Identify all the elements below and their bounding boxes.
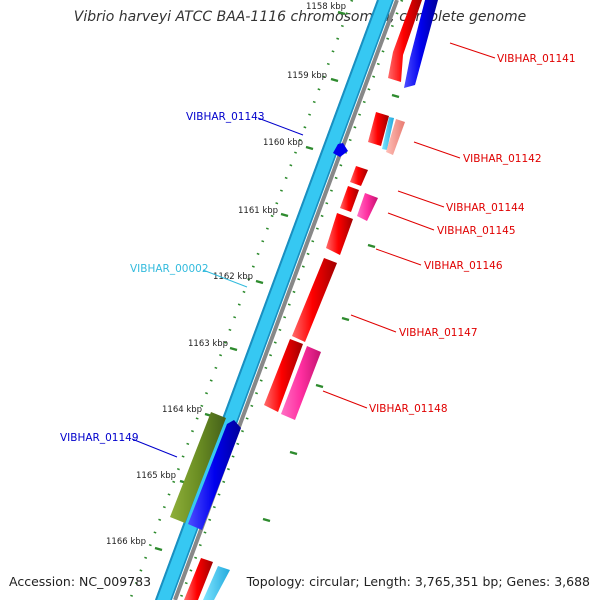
- leader-line: [350, 314, 397, 333]
- gene-labels: VIBHAR_01141 VIBHAR_01143 VIBHAR_01142 V…: [60, 53, 576, 444]
- outer-tick-ring: [178, 0, 404, 600]
- leader-line: [397, 190, 445, 208]
- gene-cyan: [203, 566, 230, 600]
- gene-blue: [333, 143, 348, 157]
- kbp-label: 1158 kbp: [306, 2, 346, 12]
- minor-tick: [391, 93, 400, 99]
- kbp-tick: [255, 279, 264, 285]
- gene-blue: [188, 420, 241, 530]
- kbp-label: 1164 kbp: [162, 405, 202, 415]
- gene-label: VIBHAR_01144: [446, 202, 525, 214]
- leader-line: [413, 141, 461, 159]
- kbp-label: 1163 kbp: [188, 339, 228, 349]
- leader-line: [131, 438, 178, 458]
- minor-tick: [367, 243, 376, 249]
- leader-line: [202, 269, 248, 288]
- gene-label: VIBHAR_01149: [60, 432, 139, 444]
- gene-red: [326, 213, 353, 255]
- gene-red: [388, 0, 422, 82]
- gene-red: [292, 258, 337, 342]
- gene-label: VIBHAR_01145: [437, 225, 516, 237]
- leader-line: [322, 390, 368, 409]
- gene-red: [340, 186, 359, 212]
- leader-line: [387, 212, 435, 231]
- kbp-label: 1161 kbp: [238, 206, 278, 216]
- genome-summary: Topology: circular; Length: 3,765,351 bp…: [246, 574, 590, 589]
- kbp-tick: [330, 77, 339, 83]
- gene-red: [184, 558, 213, 600]
- gene-pink: [357, 193, 378, 221]
- kbp-label: 1165 kbp: [136, 471, 176, 481]
- leader-line: [449, 42, 496, 59]
- minor-tick: [341, 316, 350, 322]
- gene-label: VIBHAR_01143: [186, 111, 265, 123]
- kbp-tick: [229, 346, 238, 352]
- leader-line: [375, 248, 422, 266]
- kbp-tick: [154, 546, 163, 552]
- gene-red: [264, 339, 303, 412]
- gene-salmon: [386, 119, 405, 155]
- kbp-tick: [305, 145, 314, 151]
- leader-line: [257, 117, 304, 136]
- backbone-ring: [155, 0, 394, 600]
- minor-tick: [262, 517, 271, 523]
- kbp-tick: [337, 10, 346, 16]
- kbp-label: 1166 kbp: [106, 537, 146, 547]
- gene-label: VIBHAR_01148: [369, 403, 448, 415]
- label-leaders: [131, 42, 496, 458]
- gene-label: VIBHAR_00002: [130, 263, 209, 275]
- gene-label: VIBHAR_01141: [497, 53, 576, 65]
- gene-label: VIBHAR_01147: [399, 327, 478, 339]
- gene-cyan: [382, 117, 394, 150]
- gene-label: VIBHAR_01146: [424, 260, 503, 272]
- minor-tick: [289, 450, 298, 456]
- kbp-label: 1159 kbp: [287, 71, 327, 81]
- genes: [170, 0, 438, 600]
- gene-label: VIBHAR_01142: [463, 153, 542, 165]
- minor-tick: [315, 383, 324, 389]
- gene-olive: [170, 412, 226, 523]
- kbp-label: 1160 kbp: [263, 138, 303, 148]
- kbp-tick: [280, 212, 289, 218]
- gene-red: [368, 112, 389, 146]
- gene-red: [350, 166, 368, 186]
- kbp-label: 1162 kbp: [213, 272, 253, 282]
- accession: Accession: NC_009783: [9, 574, 152, 589]
- gene-blue: [404, 0, 438, 88]
- gene-pink: [281, 346, 321, 420]
